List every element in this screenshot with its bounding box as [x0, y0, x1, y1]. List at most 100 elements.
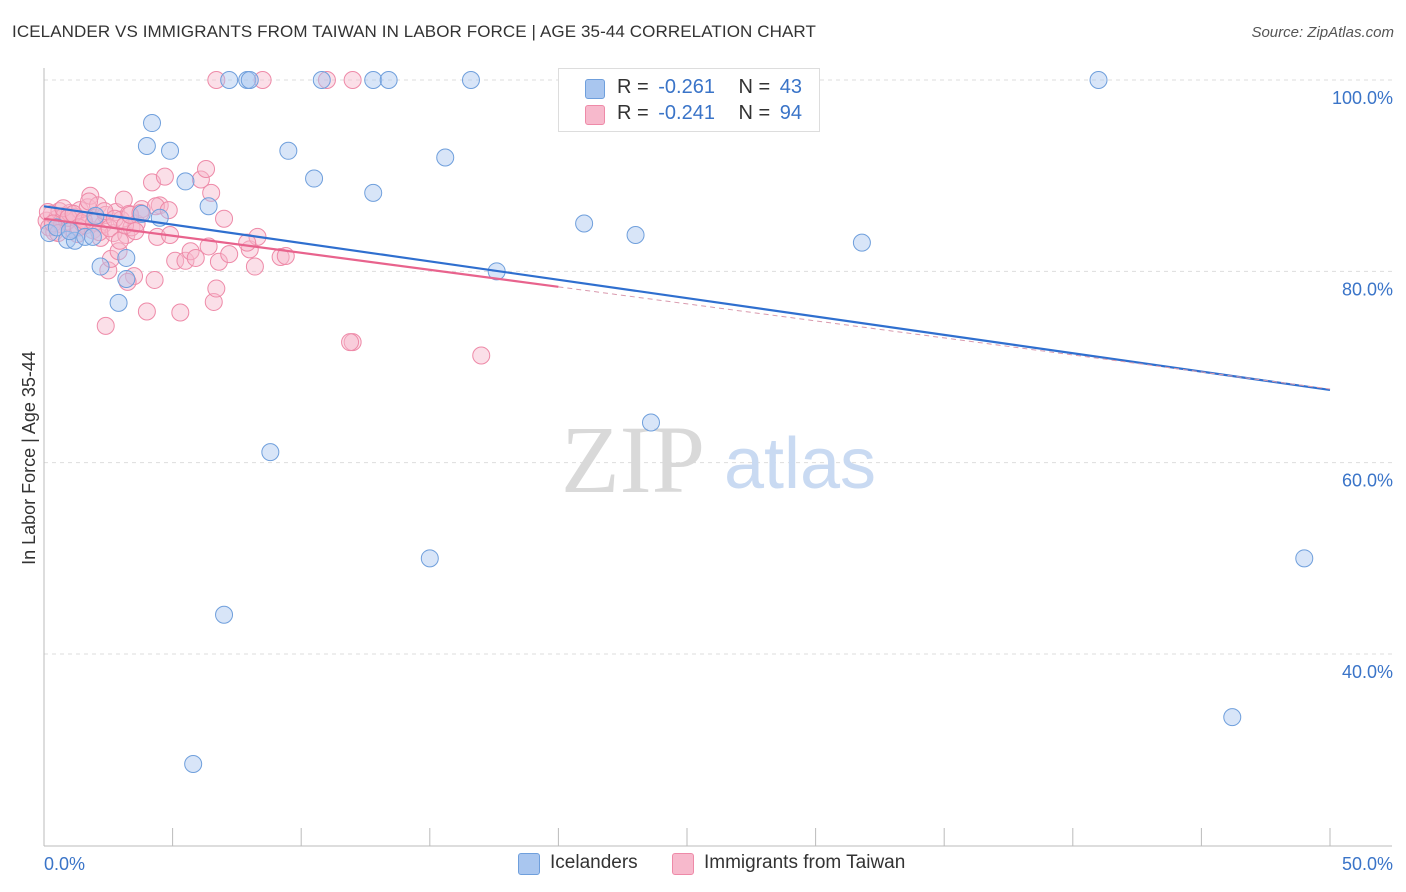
series-icelanders-points [40, 71, 1314, 774]
data-point-icelanders [420, 549, 439, 568]
data-point-taiwan [131, 203, 150, 222]
stats-box: R = -0.261 N = 43 R = -0.241 N = 94 [558, 68, 820, 132]
trend-line-taiwan-extension [558, 286, 1331, 390]
n-value: 94 [779, 102, 803, 124]
data-point-taiwan [191, 170, 210, 189]
data-point-taiwan [159, 201, 178, 220]
data-point-icelanders [312, 71, 331, 89]
data-point-icelanders [215, 605, 234, 624]
data-point-icelanders [132, 204, 151, 223]
y-tick-label: 80.0% [1342, 279, 1393, 299]
n-label: N = [738, 102, 771, 124]
legend-label-taiwan: Immigrants from Taiwan [704, 852, 906, 873]
data-point-taiwan [317, 71, 336, 89]
data-point-icelanders [109, 293, 128, 312]
data-point-taiwan [204, 292, 223, 311]
data-point-icelanders [117, 248, 136, 267]
data-point-taiwan [171, 303, 190, 322]
data-point-taiwan [209, 252, 228, 271]
data-point-icelanders [436, 148, 455, 167]
data-point-icelanders [117, 269, 136, 288]
data-point-taiwan [155, 167, 174, 186]
data-point-icelanders [626, 225, 645, 244]
data-point-taiwan [472, 346, 491, 365]
data-point-taiwan [207, 279, 226, 298]
data-point-icelanders [261, 443, 280, 462]
data-point-taiwan [145, 270, 164, 289]
data-point-taiwan [166, 251, 185, 270]
legend-swatch-taiwan [672, 853, 694, 875]
data-point-taiwan [101, 249, 120, 268]
data-point-icelanders [83, 227, 102, 246]
data-point-taiwan [343, 71, 362, 89]
data-point-taiwan [271, 247, 290, 266]
axes [43, 68, 1392, 847]
data-point-icelanders [852, 233, 871, 252]
data-point-icelanders [1223, 708, 1242, 727]
r-value: -0.261 [658, 76, 715, 98]
gridlines [44, 79, 1392, 655]
data-point-taiwan [341, 333, 360, 352]
data-point-icelanders [65, 231, 84, 250]
data-point-taiwan [253, 71, 272, 89]
stats-swatch-taiwan [585, 105, 605, 125]
stats-swatch-icelanders [585, 79, 605, 99]
data-point-taiwan [220, 245, 239, 264]
data-point-icelanders [91, 257, 110, 276]
data-point-taiwan [245, 257, 264, 276]
data-point-icelanders [279, 141, 298, 160]
data-point-taiwan [207, 71, 226, 89]
data-point-taiwan [118, 272, 137, 291]
n-value: 43 [779, 76, 803, 98]
r-value: -0.241 [658, 102, 715, 124]
data-point-icelanders [305, 169, 324, 188]
data-point-icelanders [60, 222, 79, 241]
trend-lines [43, 205, 1331, 392]
watermark-zip: ZIP [561, 406, 705, 513]
data-point-taiwan [137, 302, 156, 321]
r-label: R = [617, 102, 649, 124]
data-point-taiwan [199, 237, 218, 256]
series-taiwan-points [37, 71, 491, 365]
data-point-taiwan [202, 183, 221, 202]
watermark-atlas: atlas [724, 424, 876, 504]
data-point-icelanders [161, 141, 180, 160]
data-point-taiwan [81, 186, 100, 205]
data-point-icelanders [1295, 549, 1314, 568]
source-label: Source: ZipAtlas.com [1251, 24, 1394, 41]
data-point-taiwan [114, 190, 133, 209]
y-tick-label: 40.0% [1342, 662, 1393, 682]
data-point-icelanders [220, 71, 239, 89]
data-point-icelanders [76, 227, 95, 246]
trend-line-icelanders [43, 205, 1331, 392]
watermark: ZIP atlas [561, 406, 876, 513]
data-point-icelanders [176, 172, 195, 191]
y-tick-label: 60.0% [1342, 471, 1393, 491]
data-point-taiwan [197, 159, 216, 178]
x-tick-label: 0.0% [44, 854, 85, 874]
data-point-taiwan [49, 224, 68, 243]
data-point-icelanders [143, 114, 162, 133]
legend-label-icelanders: Icelanders [550, 852, 638, 873]
data-point-taiwan [110, 231, 129, 250]
data-point-icelanders [364, 71, 383, 89]
y-axis-label: In Labor Force | Age 35-44 [19, 351, 39, 565]
trend-line-taiwan [43, 217, 559, 288]
data-point-icelanders [461, 71, 480, 89]
data-point-taiwan [176, 251, 195, 270]
data-point-icelanders [575, 214, 594, 233]
data-point-taiwan [215, 209, 234, 228]
data-point-icelanders [86, 206, 105, 225]
data-point-icelanders [379, 71, 398, 89]
data-point-icelanders [1089, 71, 1108, 89]
data-point-taiwan [96, 316, 115, 335]
data-point-icelanders [240, 71, 259, 89]
legend-swatch-icelanders [518, 853, 540, 875]
x-tick-label: 50.0% [1342, 854, 1393, 874]
n-label: N = [738, 76, 771, 98]
data-point-icelanders [137, 137, 156, 156]
r-label: R = [617, 76, 649, 98]
tick-labels: 100.0% 80.0% 60.0% 40.0% 0.0% 50.0% [44, 88, 1393, 874]
data-point-icelanders [364, 183, 383, 202]
